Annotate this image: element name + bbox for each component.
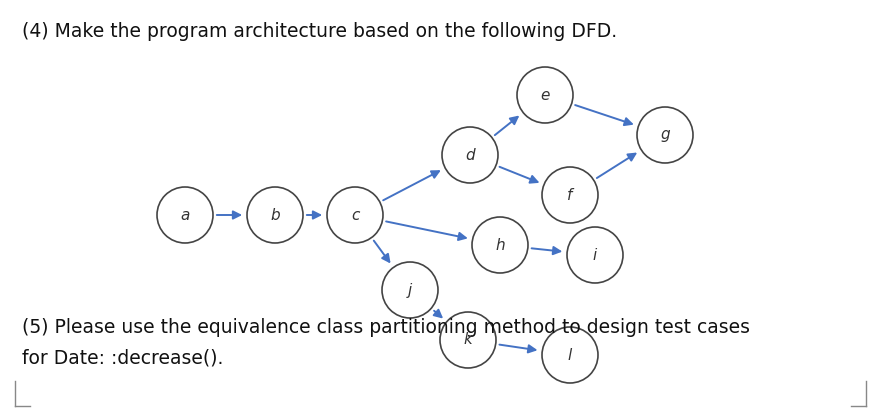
Text: d: d bbox=[465, 148, 475, 162]
Text: for Date: :decrease().: for Date: :decrease(). bbox=[22, 348, 224, 367]
Text: i: i bbox=[593, 247, 597, 263]
Circle shape bbox=[472, 217, 528, 273]
Circle shape bbox=[542, 327, 598, 383]
Text: b: b bbox=[270, 208, 280, 222]
Text: a: a bbox=[181, 208, 189, 222]
Circle shape bbox=[327, 187, 383, 243]
Text: e: e bbox=[540, 88, 550, 102]
Text: (4) Make the program architecture based on the following DFD.: (4) Make the program architecture based … bbox=[22, 22, 617, 41]
Circle shape bbox=[157, 187, 213, 243]
Circle shape bbox=[542, 167, 598, 223]
Text: h: h bbox=[495, 238, 505, 252]
Text: k: k bbox=[463, 332, 472, 347]
Circle shape bbox=[442, 127, 498, 183]
Text: (5) Please use the equivalence class partitioning method to design test cases: (5) Please use the equivalence class par… bbox=[22, 318, 750, 337]
Circle shape bbox=[382, 262, 438, 318]
Text: c: c bbox=[351, 208, 359, 222]
Circle shape bbox=[567, 227, 623, 283]
Text: f: f bbox=[567, 187, 573, 203]
Text: l: l bbox=[568, 347, 572, 363]
Text: j: j bbox=[408, 282, 412, 298]
Circle shape bbox=[247, 187, 303, 243]
Circle shape bbox=[637, 107, 693, 163]
Text: g: g bbox=[660, 127, 670, 143]
Circle shape bbox=[517, 67, 573, 123]
Circle shape bbox=[440, 312, 496, 368]
